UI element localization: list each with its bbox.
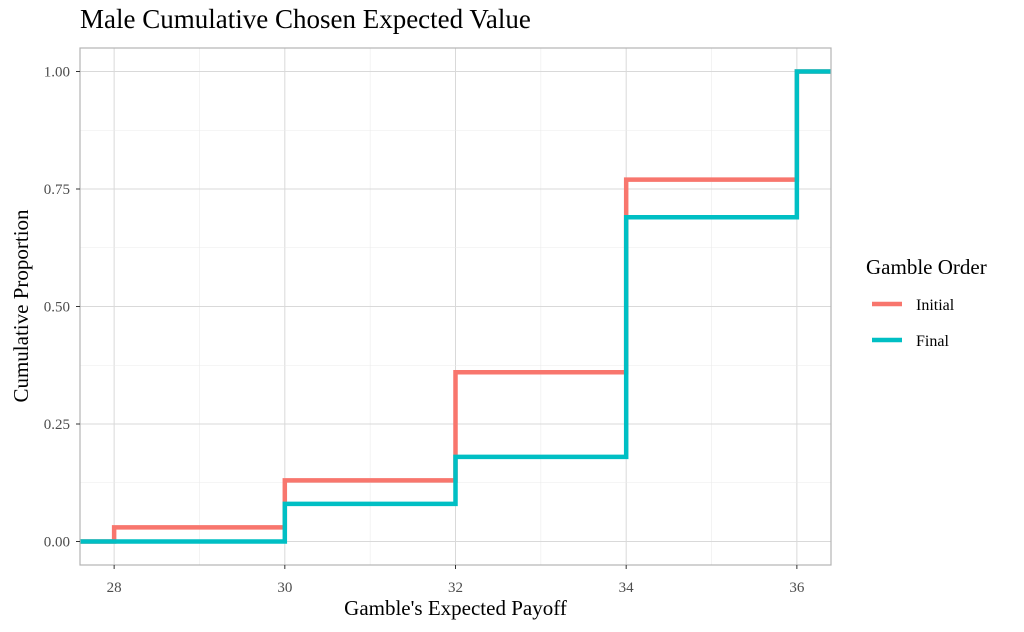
chart-title: Male Cumulative Chosen Expected Value xyxy=(80,4,531,34)
x-axis-ticks: 28 30 32 34 36 xyxy=(107,565,805,596)
y-axis-ticks: 0.00 0.25 0.50 0.75 1.00 xyxy=(44,65,80,551)
x-tick-label: 32 xyxy=(448,580,463,596)
y-tick-label: 0.25 xyxy=(44,417,70,433)
legend-label-final: Final xyxy=(916,333,949,350)
y-axis-title: Cumulative Proportion xyxy=(9,209,33,403)
y-tick-label: 0.50 xyxy=(44,300,70,316)
y-tick-label: 0.75 xyxy=(44,182,70,198)
x-tick-label: 28 xyxy=(107,580,122,596)
legend-title: Gamble Order xyxy=(866,255,987,279)
y-tick-label: 1.00 xyxy=(44,65,70,81)
series-line-final xyxy=(80,69,831,544)
legend: Gamble Order Initial Final xyxy=(866,255,987,350)
legend-items: Initial Final xyxy=(872,297,955,350)
y-tick-label: 0.00 xyxy=(44,535,70,551)
x-axis-title: Gamble's Expected Payoff xyxy=(344,596,567,620)
x-tick-label: 30 xyxy=(277,580,292,596)
legend-label-initial: Initial xyxy=(916,297,955,314)
x-tick-label: 36 xyxy=(789,580,805,596)
x-tick-label: 34 xyxy=(619,580,635,596)
series-layer xyxy=(80,69,831,544)
